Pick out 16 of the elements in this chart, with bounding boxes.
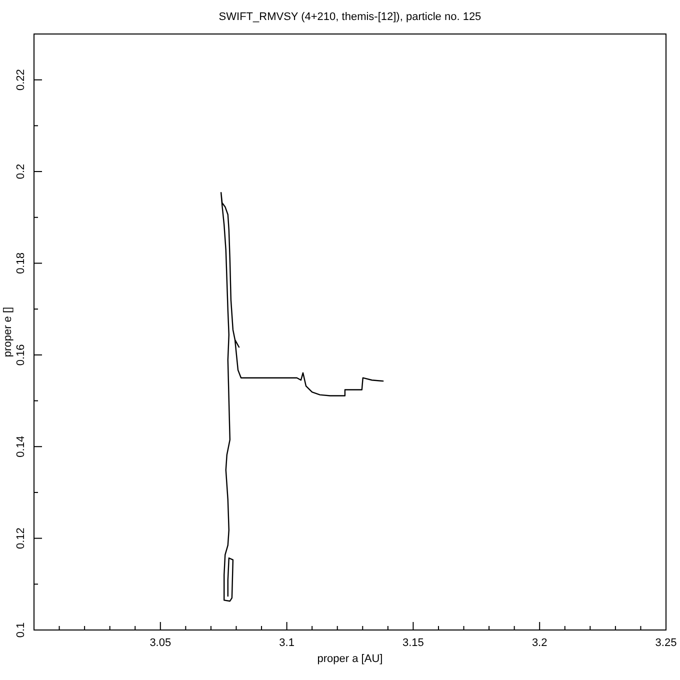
- y-tick-label: 0.1: [15, 622, 27, 638]
- y-tick-label: 0.22: [15, 69, 27, 91]
- chart-title: SWIFT_RMVSY (4+210, themis-[12]), particle no. 125: [218, 11, 482, 23]
- x-tick-label: 3.15: [402, 637, 424, 649]
- y-tick-label: 0.16: [15, 344, 27, 366]
- x-tick-label: 3.2: [532, 637, 548, 649]
- y-axis-title: proper e []: [2, 306, 14, 358]
- x-tick-label: 3.1: [279, 637, 294, 649]
- x-tick-label: 3.25: [655, 637, 677, 649]
- x-axis-title: proper a [AU]: [317, 653, 383, 665]
- y-tick-label: 0.14: [15, 436, 27, 458]
- line-series: [220, 192, 384, 602]
- x-tick-label: 3.05: [150, 637, 172, 649]
- y-tick-label: 0.2: [15, 164, 27, 180]
- y-tick-label: 0.18: [15, 252, 27, 274]
- y-tick-label: 0.12: [15, 528, 27, 550]
